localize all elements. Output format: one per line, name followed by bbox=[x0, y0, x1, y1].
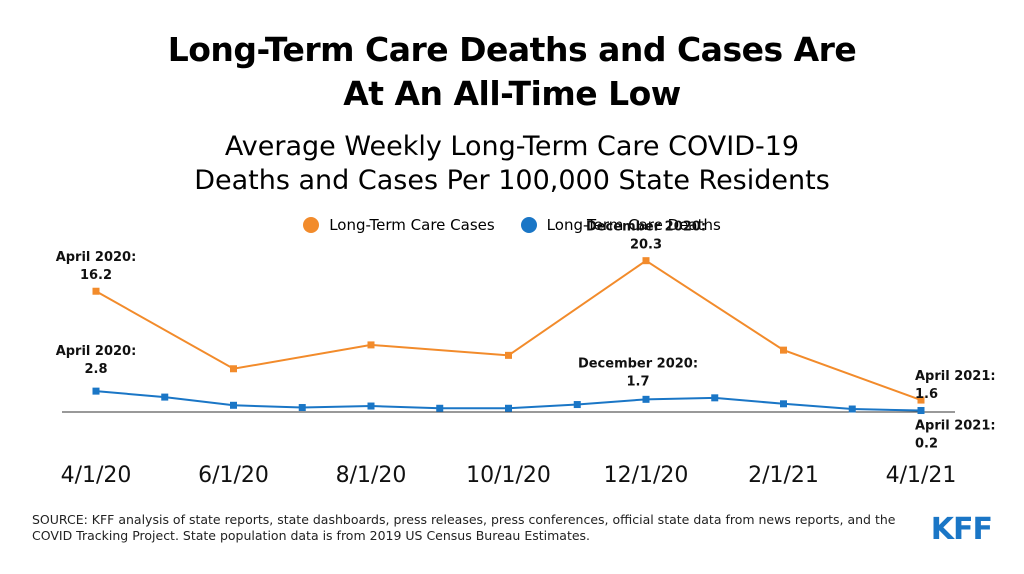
data-point-deaths bbox=[848, 405, 856, 413]
chart-title: Long-Term Care Deaths and Cases Are At A… bbox=[0, 28, 1024, 116]
data-point-deaths bbox=[505, 404, 512, 412]
legend-label-cases: Long-Term Care Cases bbox=[329, 216, 495, 234]
annotation-value: 2.8 bbox=[84, 362, 107, 377]
chart-subtitle: Average Weekly Long-Term Care COVID-19 D… bbox=[0, 130, 1024, 198]
x-tick-label: 4/1/20 bbox=[61, 463, 132, 488]
data-point-cases bbox=[917, 396, 925, 404]
line-chart: 4/1/20 6/1/20 8/1/20 10/1/20 12/1/20 2/1/21 4/… bbox=[56, 220, 996, 488]
source-note: SOURCE: KFF analysis of state reports, s… bbox=[32, 512, 912, 544]
annotation-value: 1.7 bbox=[626, 374, 649, 389]
annotation-label: December 2020: bbox=[586, 220, 706, 235]
data-point-deaths bbox=[917, 407, 925, 415]
data-point-deaths bbox=[711, 394, 719, 402]
source-line-2: COVID Tracking Project. State population… bbox=[32, 528, 591, 543]
data-point-cases bbox=[230, 365, 237, 373]
annotation-value: 16.2 bbox=[80, 268, 112, 283]
data-point-cases bbox=[642, 257, 650, 265]
data-point-deaths bbox=[161, 393, 169, 401]
annotation-label: April 2020: bbox=[56, 344, 137, 359]
annotation-value: 0.2 bbox=[915, 437, 938, 452]
annotation-label: April 2021: bbox=[915, 419, 996, 434]
data-point-deaths bbox=[436, 404, 444, 412]
x-tick-label: 6/1/20 bbox=[198, 463, 269, 488]
data-point-cases bbox=[505, 351, 512, 359]
annotation-value: 1.6 bbox=[915, 387, 938, 402]
subtitle-line-1: Average Weekly Long-Term Care COVID-19 bbox=[224, 131, 800, 162]
series-line-cases bbox=[95, 259, 922, 402]
annotation-label: April 2020: bbox=[56, 250, 137, 265]
title-line-2: At An All-Time Low bbox=[343, 74, 681, 113]
x-tick-label: 2/1/21 bbox=[748, 463, 819, 488]
legend-item-cases: Long-Term Care Cases bbox=[303, 216, 495, 234]
data-point-deaths bbox=[230, 401, 237, 409]
legend-item-deaths: Long-Term Care Deaths bbox=[520, 216, 721, 234]
annotation-label: December 2020: bbox=[578, 356, 698, 371]
annotation-value: 20.3 bbox=[630, 238, 662, 253]
data-point-deaths bbox=[92, 387, 100, 395]
x-tick-label: 8/1/20 bbox=[336, 463, 407, 488]
data-point-cases bbox=[92, 287, 100, 295]
data-point-cases bbox=[367, 341, 375, 349]
x-tick-label: 12/1/20 bbox=[604, 463, 689, 488]
data-point-deaths bbox=[298, 404, 306, 412]
kff-logo: KFF bbox=[930, 512, 993, 547]
subtitle-line-2: Deaths and Cases Per 100,000 State Resid… bbox=[194, 165, 830, 196]
x-tick-label: 4/1/21 bbox=[886, 463, 957, 488]
data-point-deaths bbox=[780, 400, 787, 408]
data-point-deaths bbox=[573, 401, 581, 409]
legend-label-deaths: Long-Term Care Deaths bbox=[546, 216, 721, 234]
title-line-1: Long-Term Care Deaths and Cases Are bbox=[167, 30, 857, 69]
data-point-deaths bbox=[642, 395, 650, 403]
legend-swatch-deaths bbox=[520, 217, 537, 233]
data-point-deaths bbox=[367, 402, 375, 410]
annotation-label: April 2021: bbox=[915, 369, 996, 384]
legend-swatch-cases bbox=[303, 217, 320, 233]
legend: Long-Term Care Cases Long-Term Care Deat… bbox=[0, 216, 1024, 234]
data-point-cases bbox=[780, 346, 787, 354]
x-tick-label: 10/1/20 bbox=[466, 463, 551, 488]
source-line-1: SOURCE: KFF analysis of state reports, s… bbox=[32, 512, 896, 527]
